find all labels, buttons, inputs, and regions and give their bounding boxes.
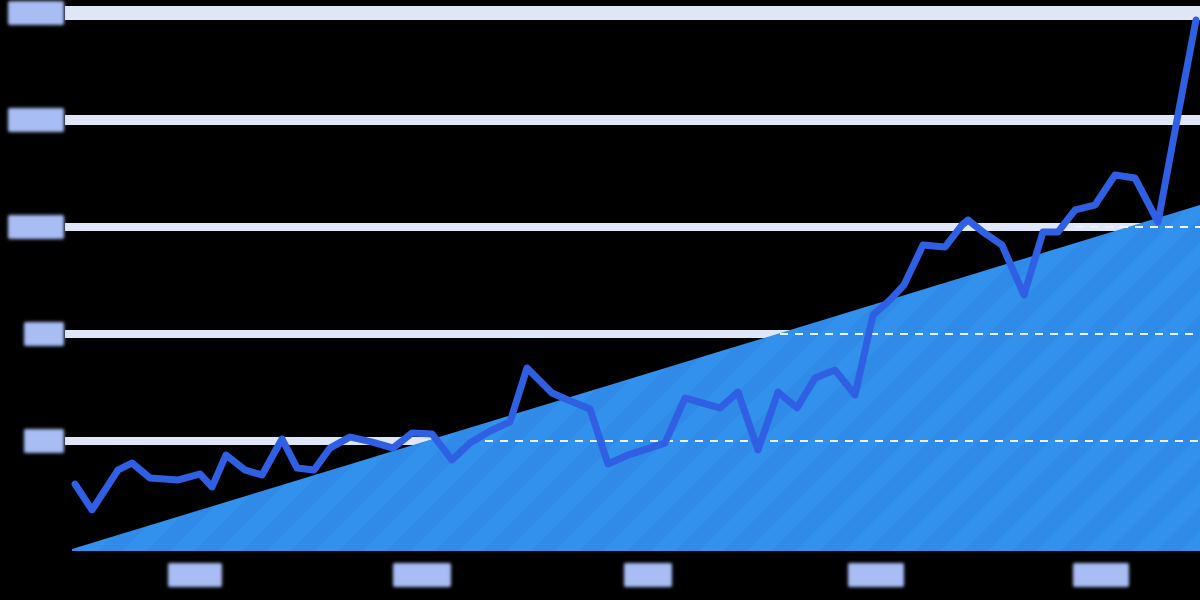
x-axis-label-3: •••• bbox=[848, 563, 904, 587]
gridlines-over-area bbox=[470, 226, 1200, 442]
y-axis-label-0: •,••• bbox=[8, 1, 64, 25]
y-axis-label-4: •• bbox=[24, 429, 64, 453]
y-axis-label-2: ••• bbox=[8, 215, 64, 239]
line-series bbox=[71, 16, 1200, 514]
x-axis-label-2: •••• bbox=[624, 563, 672, 587]
area-series bbox=[72, 205, 1200, 551]
y-axis-label-1: ••• bbox=[8, 108, 64, 132]
x-axis-label-0: •••• bbox=[168, 563, 222, 587]
y-axis-label-3: •• bbox=[24, 322, 64, 346]
x-axis-label-4: •••• bbox=[1073, 563, 1129, 587]
x-axis-label-1: •••• bbox=[393, 563, 451, 587]
